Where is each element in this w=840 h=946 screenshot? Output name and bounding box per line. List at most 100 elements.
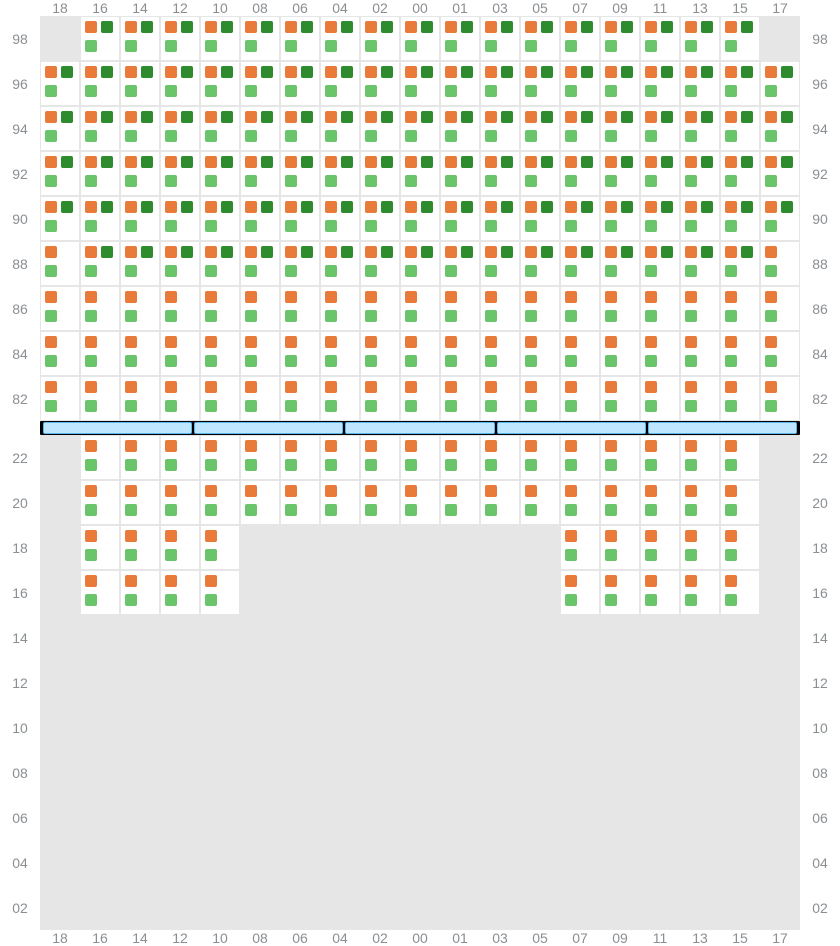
rack-cell[interactable] [200, 570, 240, 615]
rack-cell[interactable] [280, 525, 320, 570]
rack-cell[interactable] [520, 196, 560, 241]
rack-cell[interactable] [120, 570, 160, 615]
rack-cell[interactable] [200, 16, 240, 61]
rack-cell[interactable] [720, 61, 760, 106]
rack-cell[interactable] [200, 286, 240, 331]
rack-cell[interactable] [640, 480, 680, 525]
rack-cell[interactable] [200, 376, 240, 421]
rack-cell[interactable] [680, 16, 720, 61]
rack-cell[interactable] [280, 885, 320, 930]
rack-cell[interactable] [400, 106, 440, 151]
rack-cell[interactable] [120, 106, 160, 151]
rack-cell[interactable] [80, 750, 120, 795]
rack-cell[interactable] [720, 885, 760, 930]
rack-cell[interactable] [600, 106, 640, 151]
rack-cell[interactable] [560, 705, 600, 750]
rack-cell[interactable] [440, 885, 480, 930]
rack-cell[interactable] [720, 480, 760, 525]
rack-cell[interactable] [760, 660, 800, 705]
rack-cell[interactable] [240, 331, 280, 376]
rack-cell[interactable] [760, 525, 800, 570]
rack-cell[interactable] [80, 376, 120, 421]
rack-cell[interactable] [120, 61, 160, 106]
rack-cell[interactable] [480, 705, 520, 750]
rack-cell[interactable] [720, 331, 760, 376]
rack-cell[interactable] [720, 705, 760, 750]
rack-cell[interactable] [720, 106, 760, 151]
rack-cell[interactable] [680, 286, 720, 331]
rack-cell[interactable] [600, 885, 640, 930]
rack-cell[interactable] [200, 241, 240, 286]
rack-cell[interactable] [280, 840, 320, 885]
rack-cell[interactable] [760, 151, 800, 196]
rack-cell[interactable] [760, 750, 800, 795]
rack-cell[interactable] [440, 795, 480, 840]
rack-cell[interactable] [400, 885, 440, 930]
rack-cell[interactable] [160, 286, 200, 331]
rack-cell[interactable] [320, 525, 360, 570]
rack-cell[interactable] [480, 615, 520, 660]
rack-cell[interactable] [240, 196, 280, 241]
rack-cell[interactable] [600, 525, 640, 570]
rack-cell[interactable] [80, 525, 120, 570]
rack-cell[interactable] [760, 840, 800, 885]
rack-cell[interactable] [400, 151, 440, 196]
rack-cell[interactable] [80, 196, 120, 241]
rack-cell[interactable] [320, 660, 360, 705]
rack-cell[interactable] [200, 615, 240, 660]
rack-cell[interactable] [720, 16, 760, 61]
rack-cell[interactable] [600, 286, 640, 331]
rack-cell[interactable] [640, 840, 680, 885]
rack-cell[interactable] [360, 106, 400, 151]
rack-cell[interactable] [160, 61, 200, 106]
rack-cell[interactable] [360, 795, 400, 840]
rack-cell[interactable] [160, 376, 200, 421]
rack-cell[interactable] [640, 286, 680, 331]
rack-cell[interactable] [640, 106, 680, 151]
rack-cell[interactable] [280, 480, 320, 525]
rack-cell[interactable] [760, 795, 800, 840]
rack-cell[interactable] [400, 241, 440, 286]
rack-cell[interactable] [720, 660, 760, 705]
rack-cell[interactable] [240, 525, 280, 570]
rack-cell[interactable] [40, 61, 80, 106]
rack-cell[interactable] [200, 840, 240, 885]
rack-cell[interactable] [680, 570, 720, 615]
rack-cell[interactable] [640, 376, 680, 421]
rack-cell[interactable] [480, 241, 520, 286]
rack-cell[interactable] [600, 196, 640, 241]
rack-cell[interactable] [360, 885, 400, 930]
rack-cell[interactable] [640, 615, 680, 660]
rack-cell[interactable] [200, 61, 240, 106]
rack-cell[interactable] [520, 885, 560, 930]
rack-cell[interactable] [480, 480, 520, 525]
rack-cell[interactable] [760, 61, 800, 106]
rack-cell[interactable] [120, 16, 160, 61]
rack-cell[interactable] [760, 376, 800, 421]
rack-cell[interactable] [240, 241, 280, 286]
rack-cell[interactable] [40, 750, 80, 795]
rack-cell[interactable] [160, 480, 200, 525]
rack-cell[interactable] [560, 435, 600, 480]
rack-cell[interactable] [40, 705, 80, 750]
rack-cell[interactable] [80, 151, 120, 196]
rack-cell[interactable] [480, 750, 520, 795]
rack-cell[interactable] [400, 570, 440, 615]
rack-cell[interactable] [40, 435, 80, 480]
rack-cell[interactable] [600, 61, 640, 106]
rack-cell[interactable] [560, 615, 600, 660]
rack-cell[interactable] [440, 840, 480, 885]
rack-cell[interactable] [520, 106, 560, 151]
rack-cell[interactable] [680, 705, 720, 750]
rack-cell[interactable] [120, 750, 160, 795]
rack-cell[interactable] [560, 376, 600, 421]
rack-cell[interactable] [280, 750, 320, 795]
rack-cell[interactable] [680, 795, 720, 840]
rack-cell[interactable] [400, 196, 440, 241]
rack-cell[interactable] [600, 16, 640, 61]
rack-cell[interactable] [240, 750, 280, 795]
rack-cell[interactable] [120, 525, 160, 570]
rack-cell[interactable] [160, 615, 200, 660]
rack-cell[interactable] [40, 840, 80, 885]
rack-cell[interactable] [560, 885, 600, 930]
